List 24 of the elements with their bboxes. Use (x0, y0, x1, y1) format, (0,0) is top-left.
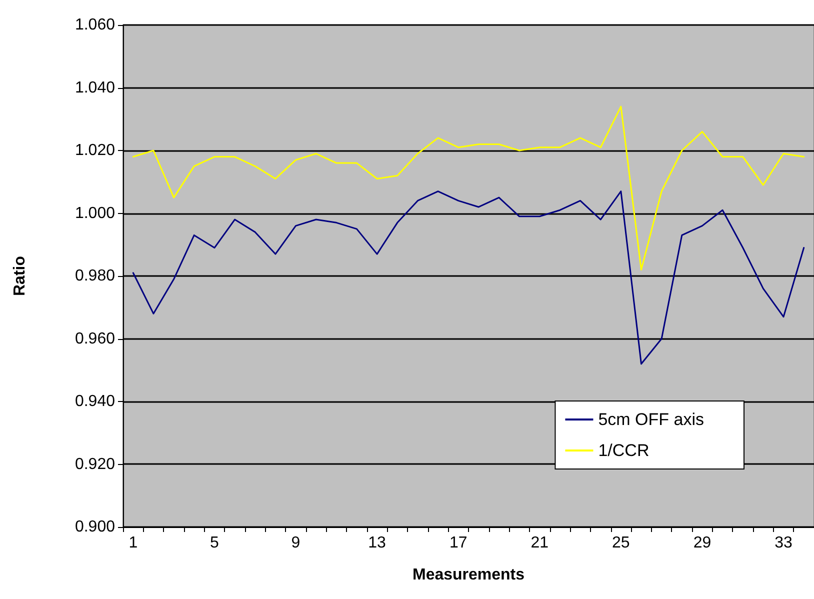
y-tick-label: 1.020 (74, 142, 116, 159)
y-tick-label: 0.900 (74, 518, 116, 536)
y-tick-label: 1.060 (74, 16, 116, 34)
y-axis-title: Ratio (12, 256, 28, 296)
x-tick-label: 17 (449, 534, 468, 552)
legend-label: 5cm OFF axis (598, 410, 704, 429)
y-tick-label: 1.040 (74, 79, 116, 96)
x-tick-label: 9 (291, 534, 300, 552)
x-tick-label: 33 (774, 534, 793, 552)
line-series (132, 190, 805, 365)
x-tick-label: 29 (693, 534, 712, 552)
y-tick-label: 0.920 (74, 456, 116, 473)
x-tick-label: 21 (530, 534, 549, 552)
y-tick-label: 0.960 (74, 330, 116, 348)
y-tick-label: 0.940 (74, 393, 116, 410)
x-tick-label: 1 (128, 534, 138, 552)
x-tick-label: 25 (612, 534, 630, 552)
y-tick-label: 0.980 (74, 268, 116, 284)
line-series (132, 106, 805, 270)
x-tick-label: 13 (368, 534, 386, 552)
y-tick-label: 1.000 (74, 204, 116, 222)
legend-label: 1/CCR (598, 441, 650, 460)
x-axis-title: Measurements (412, 566, 525, 584)
x-tick-label: 5 (210, 534, 220, 552)
